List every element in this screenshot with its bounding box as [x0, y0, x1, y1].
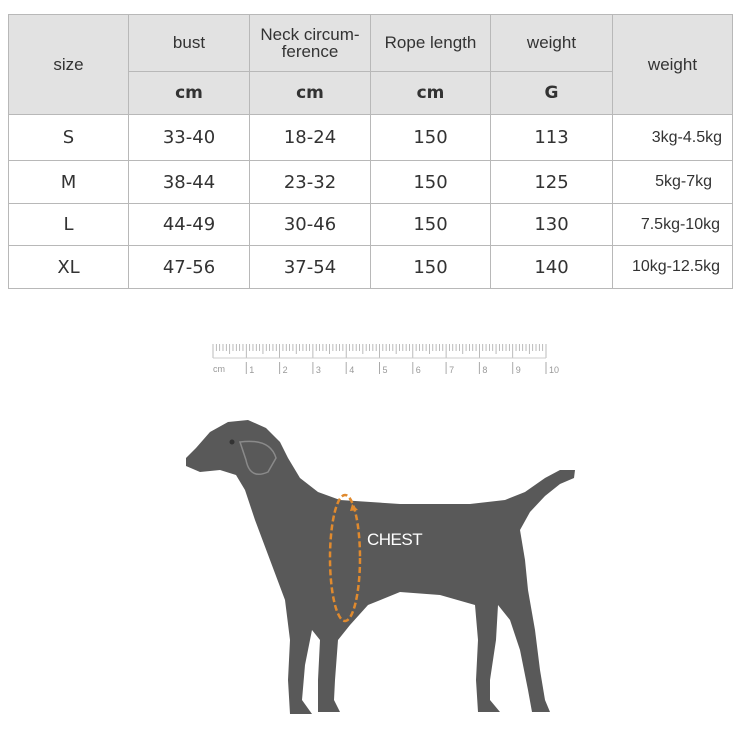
cell-bust: 44-49: [128, 203, 250, 246]
cell-weight-dog: 3kg-4.5kg: [612, 114, 733, 161]
cell-weight-g: 130: [490, 203, 613, 246]
cell-weight-g: 125: [490, 160, 613, 204]
cell-size: S: [8, 114, 129, 161]
header-size: size: [8, 14, 129, 115]
dog-diagram: [186, 420, 575, 714]
header-weight-dog: weight: [612, 14, 733, 115]
table-row: L 44-49 30-46 150 130 7.5kg-10kg: [8, 203, 733, 246]
cell-size: L: [8, 203, 129, 246]
ruler-label: 2: [283, 365, 288, 375]
table-row: S 33-40 18-24 150 113 3kg-4.5kg: [8, 114, 733, 161]
unit-rope: cm: [370, 71, 491, 115]
chest-arrow-icon: [350, 504, 358, 511]
ruler-label: 6: [416, 365, 421, 375]
header-neck-line2: ference: [281, 42, 339, 61]
chest-measure-ring: [328, 493, 362, 623]
ruler-label: 3: [316, 365, 321, 375]
cell-neck: 18-24: [249, 114, 371, 161]
ruler-label: 1: [249, 365, 254, 375]
chest-label: CHEST: [367, 530, 423, 549]
unit-weight-g: G: [490, 71, 613, 115]
cell-bust: 47-56: [128, 245, 250, 289]
ruler-label: 9: [516, 365, 521, 375]
header-neck: Neck circum-ference: [249, 14, 371, 72]
cell-neck: 23-32: [249, 160, 371, 204]
ruler-label: 7: [449, 365, 454, 375]
size-chart-table: size bust Neck circum-ference Rope lengt…: [8, 14, 733, 289]
header-bust: bust: [128, 14, 250, 72]
header-rope: Rope length: [370, 14, 491, 72]
cell-neck: 37-54: [249, 245, 371, 289]
cell-size: M: [8, 160, 129, 204]
table-row: XL 47-56 37-54 150 140 10kg-12.5kg: [8, 245, 733, 289]
unit-bust: cm: [128, 71, 250, 115]
ruler-label: 8: [482, 365, 487, 375]
cell-size: XL: [8, 245, 129, 289]
cell-weight-dog: 10kg-12.5kg: [612, 245, 733, 289]
cell-bust: 33-40: [128, 114, 250, 161]
cell-neck: 30-46: [249, 203, 371, 246]
ruler: cm 1 2 3 4 5 6 7 8 9 10: [212, 344, 559, 375]
dog-eye: [229, 439, 235, 445]
dog-silhouette: [186, 420, 575, 714]
ruler-label: 4: [349, 365, 354, 375]
ruler-label: 5: [383, 365, 388, 375]
cell-weight-dog: 7.5kg-10kg: [612, 203, 733, 246]
ruler-ticks: [212, 344, 547, 359]
cell-weight-g: 113: [490, 114, 613, 161]
dog-ear: [239, 440, 277, 475]
cell-bust: 38-44: [128, 160, 250, 204]
table-row: M 38-44 23-32 150 125 5kg-7kg: [8, 160, 733, 204]
ruler-label: 10: [549, 365, 559, 375]
cell-rope: 150: [370, 114, 491, 161]
header-neck-line1: Neck circum-: [260, 25, 360, 44]
ruler-unit: cm: [213, 364, 225, 374]
cell-weight-dog: 5kg-7kg: [612, 160, 733, 204]
cell-rope: 150: [370, 160, 491, 204]
cell-rope: 150: [370, 245, 491, 289]
header-weight-g: weight: [490, 14, 613, 72]
cell-rope: 150: [370, 203, 491, 246]
unit-neck: cm: [249, 71, 371, 115]
cell-weight-g: 140: [490, 245, 613, 289]
